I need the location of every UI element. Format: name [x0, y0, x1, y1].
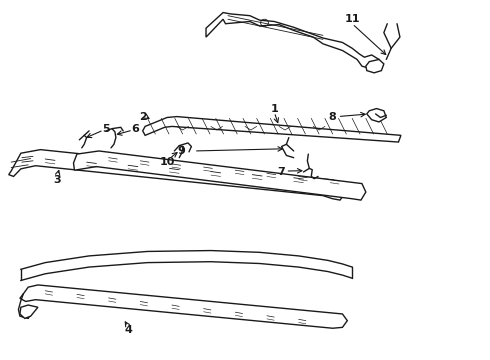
Text: 9: 9: [178, 146, 186, 156]
Text: 6: 6: [131, 123, 139, 134]
Polygon shape: [366, 59, 384, 73]
Polygon shape: [367, 109, 386, 122]
Text: 3: 3: [53, 175, 61, 185]
Text: 1: 1: [270, 104, 278, 113]
Text: 7: 7: [278, 167, 285, 177]
Polygon shape: [143, 117, 401, 142]
Text: 8: 8: [329, 112, 337, 122]
Polygon shape: [74, 151, 366, 200]
Text: 11: 11: [344, 14, 360, 24]
Text: 2: 2: [139, 112, 147, 122]
Text: 4: 4: [124, 325, 132, 334]
Text: 5: 5: [102, 123, 110, 134]
Polygon shape: [9, 150, 345, 200]
Polygon shape: [20, 285, 347, 328]
Polygon shape: [20, 305, 38, 319]
Polygon shape: [206, 13, 379, 68]
Text: 10: 10: [159, 157, 175, 167]
